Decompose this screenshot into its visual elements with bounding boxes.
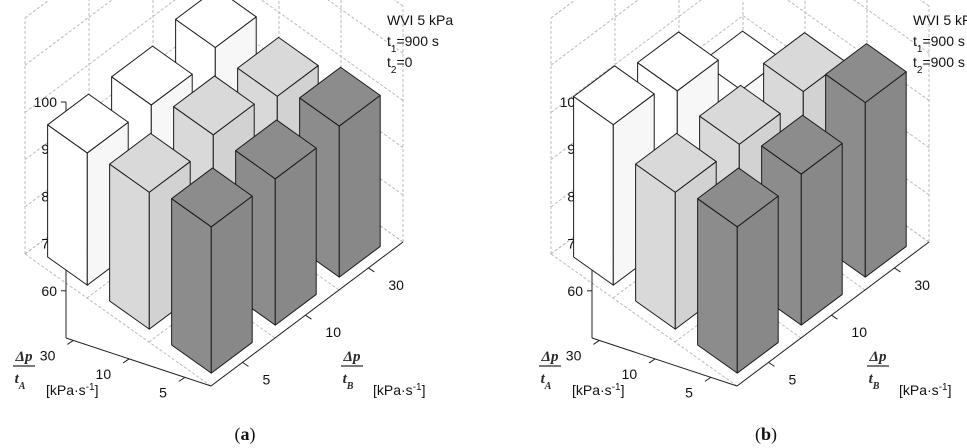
chart-panel-a: 607080901005103051030ΔptA[kPa·s-1]ΔptB[k… — [13, 0, 453, 445]
fraction-denominator: tA — [15, 371, 26, 392]
tA-axis-unit: [kPa·s-1] — [572, 382, 624, 399]
tA-axis-unit: [kPa·s-1] — [46, 382, 98, 399]
fraction-numerator: Δp — [541, 349, 559, 365]
bar-face-right — [338, 94, 381, 278]
bar-face-left — [573, 95, 614, 286]
tA-tick-label: 30 — [40, 347, 56, 363]
tB-tick-label: 10 — [325, 324, 341, 340]
tB-tick-label: 5 — [262, 371, 270, 387]
tA-tick-label: 30 — [566, 347, 582, 363]
tA-tick-label: 5 — [159, 384, 167, 400]
fraction-denominator: tB — [869, 371, 880, 392]
bar-face-top — [47, 93, 129, 154]
annotation-line: t1=900 s — [387, 33, 439, 55]
x-axis-tA — [591, 337, 738, 387]
tB-tick — [894, 267, 901, 273]
annotation-line: WVI 5 kPa — [913, 12, 967, 28]
z-tick-label: 100 — [34, 94, 58, 110]
tB-tick-label: 30 — [388, 277, 404, 293]
tB-axis-name: Δp tB — [867, 349, 889, 392]
panel-caption: (a) — [235, 424, 256, 445]
tA-tick — [178, 376, 186, 382]
x-axis-tA — [65, 337, 212, 387]
fraction-numerator: Δp — [15, 349, 33, 365]
tA-tick — [67, 340, 74, 345]
tB-tick-label: 5 — [788, 371, 796, 387]
fraction-denominator: tB — [343, 371, 354, 392]
bar-face-left — [109, 163, 150, 330]
fraction-numerator: Δp — [343, 349, 361, 365]
grid-line — [550, 0, 930, 66]
tB-tick — [368, 267, 375, 273]
bar-face-left — [697, 198, 738, 374]
tA-tick-label: 10 — [96, 366, 112, 382]
fraction-numerator: Δp — [869, 349, 887, 365]
tB-tick — [831, 314, 838, 320]
tB-tick — [242, 361, 249, 367]
tB-tick-label: 30 — [914, 277, 930, 293]
bar-face-top — [573, 65, 655, 126]
bar-face-top — [237, 36, 319, 97]
tA-tick-label: 5 — [685, 384, 693, 400]
bar-face-top — [637, 31, 719, 92]
chart-panel-b: 607080901005103051030ΔptA[kPa·s-1]ΔptB[k… — [539, 0, 967, 445]
annotation-line: t2=900 s — [913, 54, 965, 76]
bar — [171, 167, 253, 374]
bar-face-top — [173, 75, 255, 136]
bar — [697, 167, 779, 374]
tB-tick — [768, 361, 775, 367]
tB-axis-name: Δp tB — [341, 349, 363, 392]
bar-face-top — [761, 114, 843, 175]
annotation-line: t2=0 — [387, 54, 413, 76]
bar-face-left — [171, 198, 212, 374]
bar-face-top — [171, 167, 253, 228]
tB-axis-unit: [kPa·s-1] — [899, 382, 951, 399]
bar-face-top — [111, 45, 193, 106]
bar-face-top — [235, 119, 317, 180]
bar-face-right — [800, 142, 843, 326]
tA-tick-label: 10 — [622, 366, 638, 382]
annotation-line: t1=900 s — [913, 33, 965, 55]
grid-line — [24, 253, 212, 387]
tA-tick — [593, 340, 600, 345]
grid-line — [550, 0, 930, 19]
tA-tick — [704, 376, 712, 382]
bars — [573, 30, 907, 374]
grid-line — [24, 0, 404, 113]
bar-face-top — [299, 66, 381, 127]
bar-face-top — [175, 0, 257, 49]
tB-axis-unit: [kPa·s-1] — [373, 382, 425, 399]
bar-face-top — [109, 132, 191, 193]
bar-face-left — [635, 163, 676, 330]
grid-line — [550, 253, 738, 387]
fraction-denominator: tA — [541, 371, 552, 392]
tA-axis-name: Δp tA — [13, 349, 35, 392]
annotation-line: WVI 5 kPa — [387, 12, 453, 28]
tA-tick — [122, 358, 130, 364]
z-tick-label: 60 — [41, 283, 57, 299]
panel-caption: (b) — [755, 424, 777, 445]
tB-tick — [305, 314, 312, 320]
bar — [635, 132, 717, 330]
y-axis-tB — [210, 241, 404, 387]
bars — [47, 0, 381, 374]
bar-face-top — [699, 84, 781, 145]
tA-axis-name: Δp tA — [539, 349, 561, 392]
bar-face-right — [864, 71, 907, 278]
bar — [47, 93, 129, 286]
tB-tick-label: 10 — [851, 324, 867, 340]
bar-face-top — [635, 132, 717, 193]
grid-line — [24, 0, 404, 66]
z-tick-label: 60 — [567, 283, 583, 299]
annotation: WVI 5 kPa t1=900 st2=0 — [387, 12, 453, 76]
tA-tick — [648, 358, 656, 364]
annotation: WVI 5 kPa t1=900 st2=900 s — [913, 12, 967, 76]
y-axis-tB — [736, 241, 930, 387]
bar-face-top — [697, 167, 779, 228]
bar-face-top — [825, 43, 907, 103]
